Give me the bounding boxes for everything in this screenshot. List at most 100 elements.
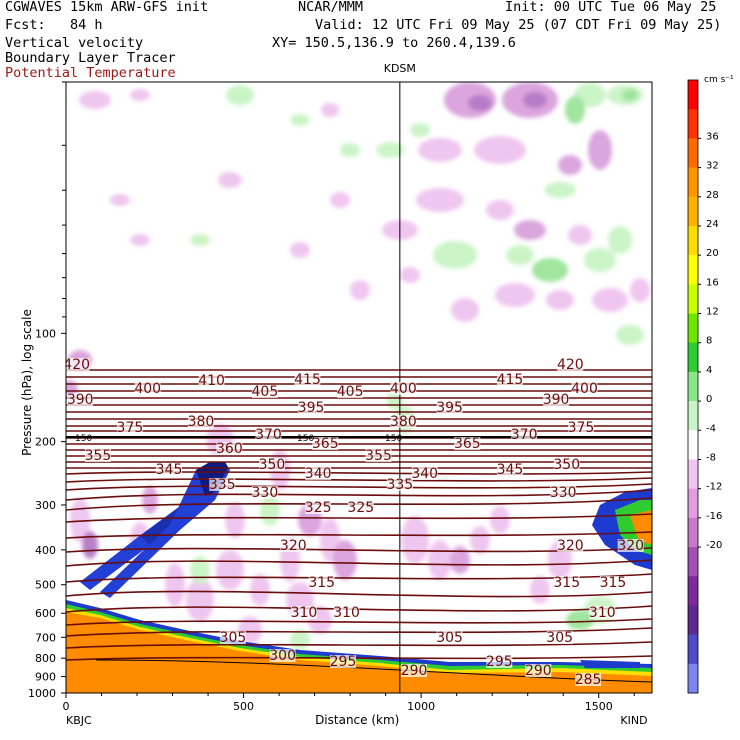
field-potential-temperature: Potential Temperature bbox=[5, 65, 176, 81]
y-tick-label: 300 bbox=[35, 499, 56, 512]
colorbar-label: 0 bbox=[706, 394, 712, 405]
isentrope-label: 400 bbox=[571, 381, 598, 397]
isentrope-label: 315 bbox=[553, 575, 580, 591]
tracer-plume-upper bbox=[100, 462, 230, 598]
vv-cell bbox=[416, 188, 464, 212]
isentrope-label: 315 bbox=[308, 575, 335, 591]
vv-cell bbox=[290, 242, 310, 258]
vv-cell bbox=[333, 540, 357, 580]
colorbar-units: cm s⁻¹ bbox=[704, 75, 734, 85]
vv-cell bbox=[250, 574, 270, 606]
colorbar-swatch bbox=[688, 517, 698, 548]
isentrope-label: 330 bbox=[550, 485, 577, 501]
vv-cell bbox=[165, 563, 185, 607]
isentrope-line bbox=[66, 477, 652, 483]
tracer-core-orange bbox=[66, 612, 652, 693]
isentrope-label-bg bbox=[486, 655, 513, 668]
y-axis-title: Pressure (hPa), log scale bbox=[20, 309, 34, 456]
isentrope-label-bg bbox=[209, 478, 236, 491]
vv-cell bbox=[225, 502, 245, 538]
isentrope-label-bg bbox=[187, 415, 214, 428]
isentrope-label-bg bbox=[67, 393, 94, 406]
isentrope-label: 365 bbox=[312, 436, 339, 452]
colorbar-label: 8 bbox=[706, 336, 712, 347]
forecast-hour: Fcst: 84 h bbox=[5, 17, 103, 33]
isentrope-label-bg bbox=[216, 442, 243, 455]
isentrope-label: 290 bbox=[401, 663, 428, 679]
isentrope-label-bg bbox=[66, 358, 90, 371]
colorbar-label: 20 bbox=[706, 248, 719, 259]
isentrope-label: 285 bbox=[575, 672, 602, 688]
isentrope-label: 400 bbox=[390, 381, 417, 397]
colorbar-label: 32 bbox=[706, 161, 719, 172]
colorbar-swatch bbox=[688, 225, 698, 256]
colorbar-swatch bbox=[688, 488, 698, 519]
isentrope-label-bg bbox=[390, 415, 417, 428]
isentrope-label: 395 bbox=[298, 400, 325, 416]
isentrope-label-bg bbox=[496, 373, 523, 386]
vv-cell bbox=[401, 516, 429, 564]
isentrope-label: 355 bbox=[85, 448, 112, 464]
isentrope-label-bg bbox=[496, 463, 523, 476]
vv-cell bbox=[532, 258, 568, 282]
y-tick-label: 800 bbox=[35, 652, 56, 665]
isentrope-label-bg bbox=[511, 428, 538, 441]
station-right-label: KIND bbox=[620, 714, 647, 727]
isentrope-line bbox=[66, 559, 652, 567]
isentrope-label-bg bbox=[294, 373, 321, 386]
vv-cell bbox=[486, 200, 514, 220]
isentrope-label: 295 bbox=[486, 654, 513, 670]
vv-cell bbox=[376, 142, 404, 158]
isentrope-label-bg bbox=[134, 382, 161, 395]
field-boundary-layer-tracer: Boundary Layer Tracer bbox=[5, 50, 176, 66]
org-label: NCAR/MMM bbox=[298, 0, 364, 15]
isentrope-label: 375 bbox=[117, 420, 144, 436]
vv-cell bbox=[418, 138, 462, 162]
colorbar-label: -20 bbox=[706, 540, 722, 551]
isentrope-label: 360 bbox=[216, 441, 243, 457]
colorbar-swatch bbox=[688, 634, 698, 665]
isentrope-label-bg bbox=[567, 421, 594, 434]
isentrope-label-bg bbox=[290, 606, 317, 619]
vv-cell bbox=[490, 506, 510, 534]
isentrope-label-bg bbox=[312, 437, 339, 450]
valid-time: Valid: 12 UTC Fri 09 May 25 (07 CDT Fri … bbox=[315, 17, 722, 33]
colorbar-swatch bbox=[688, 459, 698, 490]
isentrope-label: 400 bbox=[134, 381, 161, 397]
isentrope-label-bg bbox=[454, 437, 481, 450]
vv-cell bbox=[79, 91, 111, 109]
pressure-150-label: 150 bbox=[385, 434, 402, 444]
isentrope-label: 340 bbox=[305, 466, 332, 482]
x-tick-label: 1000 bbox=[407, 700, 435, 713]
colorbar-swatch bbox=[688, 576, 698, 606]
isentrope-label-bg bbox=[219, 631, 246, 644]
vv-cell bbox=[523, 92, 547, 108]
colorbar-swatch bbox=[688, 401, 698, 431]
vv-cell bbox=[110, 194, 130, 206]
tracer-sliver-east bbox=[580, 660, 640, 668]
y-tick-label: 600 bbox=[35, 607, 56, 620]
isentrope-label-bg bbox=[255, 428, 282, 441]
y-tick-label: 200 bbox=[35, 436, 56, 449]
isentrope-label: 340 bbox=[411, 466, 438, 482]
colorbar-swatch bbox=[688, 284, 698, 315]
vv-cell bbox=[474, 136, 526, 164]
colorbar-label: -16 bbox=[706, 511, 722, 522]
colorbar-swatch bbox=[688, 371, 698, 402]
colorbar-frame bbox=[687, 79, 699, 694]
vv-cell bbox=[218, 172, 242, 188]
isentrope-label-bg bbox=[553, 576, 580, 589]
terrain-line bbox=[95, 659, 652, 683]
vv-cell bbox=[450, 546, 470, 574]
colorbar-swatch bbox=[688, 109, 698, 139]
isentrope-label: 370 bbox=[255, 427, 282, 443]
colorbar-label: 12 bbox=[706, 307, 719, 318]
colorbar-swatch bbox=[688, 255, 698, 285]
isentrope-line bbox=[66, 590, 652, 598]
vv-cell bbox=[622, 89, 638, 101]
vv-cell bbox=[290, 630, 310, 650]
isentrope-label: 315 bbox=[600, 575, 627, 591]
vv-cell bbox=[321, 103, 339, 117]
isentrope-label-bg bbox=[525, 664, 552, 677]
vv-cell bbox=[544, 182, 576, 198]
